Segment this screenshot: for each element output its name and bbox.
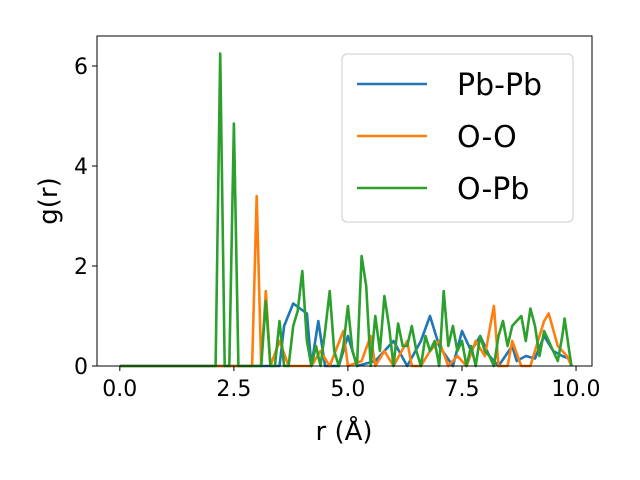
x-tick-label: 5.0 [330, 377, 365, 402]
x-axis-label: r (Å) [315, 415, 372, 447]
y-axis-ticks: 0 2 4 6 [74, 55, 97, 380]
x-tick-label: 10.0 [552, 377, 601, 402]
legend-label-o-o: O-O [457, 120, 517, 155]
plot-frame [96, 35, 593, 367]
y-tick-label: 2 [74, 255, 88, 280]
x-tick-label: 2.5 [216, 377, 251, 402]
y-tick-label: 4 [74, 155, 88, 180]
y-axis-label: g(r) [34, 177, 64, 224]
legend-label-o-pb: O-Pb [457, 172, 529, 207]
legend-box [341, 53, 574, 223]
legend: Pb-Pb O-O O-Pb [341, 53, 574, 223]
y-tick-label: 6 [74, 55, 88, 80]
y-tick-label: 0 [74, 355, 88, 380]
x-axis-ticks: 0.0 2.5 5.0 7.5 10.0 [102, 366, 601, 402]
x-tick-label: 7.5 [444, 377, 479, 402]
x-tick-label: 0.0 [102, 377, 137, 402]
legend-label-pb-pb: Pb-Pb [457, 68, 542, 103]
